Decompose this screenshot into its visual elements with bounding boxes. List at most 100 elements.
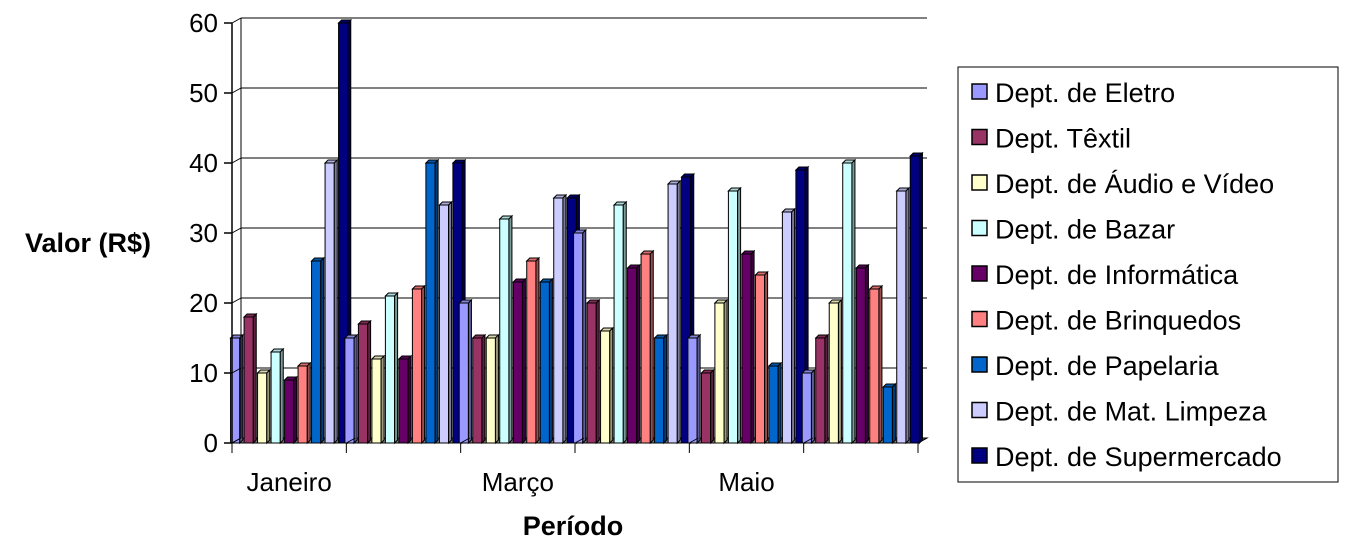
bar-side bbox=[696, 333, 701, 445]
bar-side bbox=[622, 200, 627, 445]
bar-side bbox=[421, 284, 426, 445]
bars bbox=[229, 18, 924, 445]
legend-label: Dept. de Mat. Limpeza bbox=[995, 397, 1268, 427]
y-tick-label: 30 bbox=[189, 218, 218, 248]
legend-swatch bbox=[971, 447, 988, 464]
bar-side bbox=[777, 361, 782, 445]
bar bbox=[654, 337, 665, 444]
bar-side bbox=[791, 207, 796, 445]
y-tick-connector bbox=[231, 297, 242, 304]
legend-label: Dept. de Informática bbox=[995, 260, 1239, 290]
bar-side bbox=[878, 284, 883, 445]
bar bbox=[411, 288, 423, 444]
bar bbox=[869, 288, 880, 444]
legend-label: Dept. de Áudio e Vídeo bbox=[995, 169, 1274, 199]
legend-swatch bbox=[971, 83, 988, 100]
axes bbox=[224, 17, 928, 453]
bar-side bbox=[764, 270, 769, 445]
legend-box bbox=[957, 66, 1339, 483]
legend-label: Dept. de Brinquedos bbox=[995, 306, 1241, 336]
bar bbox=[472, 337, 483, 444]
gridlines bbox=[241, 17, 927, 369]
bar bbox=[815, 337, 826, 444]
x-tick-label: Maio bbox=[718, 467, 774, 497]
bar-side bbox=[293, 375, 298, 445]
bar bbox=[855, 267, 866, 444]
bar bbox=[586, 302, 597, 444]
y-tick-connector bbox=[231, 367, 242, 374]
bar bbox=[553, 197, 564, 444]
bar-side bbox=[864, 263, 869, 445]
y-tick-label: 60 bbox=[189, 8, 218, 38]
x-tick-connector bbox=[231, 437, 242, 444]
bar-side bbox=[582, 228, 587, 445]
y-tick-label: 20 bbox=[189, 288, 218, 318]
bar bbox=[512, 281, 523, 444]
bar bbox=[667, 183, 678, 444]
bar-side bbox=[521, 277, 526, 445]
legend-swatch bbox=[971, 310, 988, 328]
bar-side bbox=[467, 298, 472, 445]
x-tick-label: Janeiro bbox=[247, 467, 332, 497]
bar-side bbox=[710, 368, 715, 445]
bar-side bbox=[481, 333, 486, 445]
legend-swatch bbox=[971, 265, 988, 282]
bar-side bbox=[548, 277, 553, 445]
bar bbox=[344, 337, 355, 444]
legend-swatch bbox=[971, 219, 988, 237]
x-tick-connector bbox=[689, 437, 699, 444]
bar-side bbox=[494, 333, 499, 445]
bar-side bbox=[508, 214, 513, 445]
bar-side bbox=[353, 333, 358, 445]
bar bbox=[687, 337, 698, 444]
bar-side bbox=[737, 186, 742, 445]
x-tick-label: Março bbox=[482, 467, 554, 497]
bar bbox=[828, 302, 839, 444]
bar-side bbox=[279, 347, 284, 445]
bar bbox=[627, 267, 638, 444]
bar-side bbox=[750, 249, 755, 445]
y-tick-connector bbox=[231, 17, 242, 24]
bar bbox=[741, 253, 752, 444]
x-tick-connector bbox=[346, 437, 356, 444]
bar bbox=[801, 372, 812, 444]
bar bbox=[324, 162, 335, 444]
y-tick-label: 40 bbox=[189, 148, 218, 178]
bar bbox=[499, 218, 510, 444]
y-tick-connector bbox=[231, 227, 242, 234]
y-axis-title: Valor (R$) bbox=[25, 228, 151, 258]
bar-side bbox=[837, 298, 842, 445]
bar bbox=[882, 386, 893, 444]
bar-side bbox=[266, 368, 271, 445]
x-tick-connector bbox=[574, 437, 585, 444]
bar bbox=[425, 162, 436, 444]
bar bbox=[371, 358, 382, 444]
legend-swatch bbox=[971, 401, 988, 419]
legend-label: Dept. de Eletro bbox=[995, 78, 1175, 108]
bar-side bbox=[252, 312, 257, 445]
y-tick-label: 10 bbox=[189, 358, 218, 388]
bar-side bbox=[367, 319, 372, 445]
bar bbox=[398, 358, 409, 444]
bar-side bbox=[891, 382, 896, 445]
bar-side bbox=[595, 298, 600, 445]
bar-side bbox=[810, 368, 815, 445]
legend-swatch bbox=[971, 356, 988, 373]
bar-side bbox=[434, 158, 439, 445]
bar bbox=[539, 281, 550, 444]
bar bbox=[270, 351, 281, 444]
bar-side bbox=[380, 354, 385, 445]
legend-label: Dept. de Bazar bbox=[995, 215, 1175, 245]
bar bbox=[485, 337, 496, 444]
bar-side bbox=[918, 151, 923, 445]
bar bbox=[311, 260, 322, 444]
legend-label: Dept. de Papelaria bbox=[995, 351, 1220, 381]
y-tick-labels: 0 10 20 30 40 50 60 bbox=[189, 8, 218, 458]
y-tick-label: 0 bbox=[204, 428, 218, 458]
bar bbox=[714, 302, 725, 444]
bar bbox=[896, 190, 907, 444]
bar-side bbox=[448, 200, 453, 445]
legend: Dept. de Eletro Dept. Têxtil Dept. de Áudi… bbox=[957, 66, 1339, 483]
legend-label: Dept. de Supermercado bbox=[995, 442, 1282, 472]
